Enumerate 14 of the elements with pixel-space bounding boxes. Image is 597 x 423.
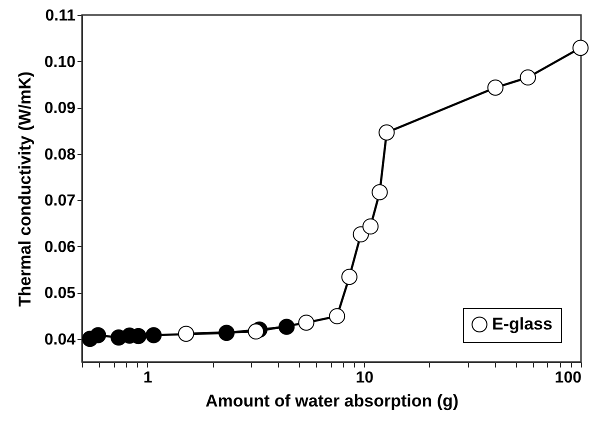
- y-tick-label: 0.11: [45, 8, 76, 24]
- x-tick-label: 100: [554, 370, 582, 386]
- y-tick-label: 0.06: [44, 238, 76, 256]
- x-axis-title: Amount of water absorption (g): [205, 392, 459, 410]
- x-tick-label: 1: [143, 370, 152, 386]
- y-tick-label: 0.04: [44, 331, 76, 348]
- y-tick-label: 0.09: [44, 100, 76, 118]
- x-tick-label: 10: [356, 370, 374, 386]
- y-tick-label: 0.10: [44, 54, 76, 71]
- legend-label: E-glass: [492, 314, 552, 334]
- y-tick-label: 0.08: [44, 146, 76, 164]
- y-tick-label: 0.05: [44, 285, 76, 302]
- y-axis-title: Thermal conductivity (W/mK): [15, 71, 34, 307]
- y-tick-label: 0.07: [44, 192, 76, 210]
